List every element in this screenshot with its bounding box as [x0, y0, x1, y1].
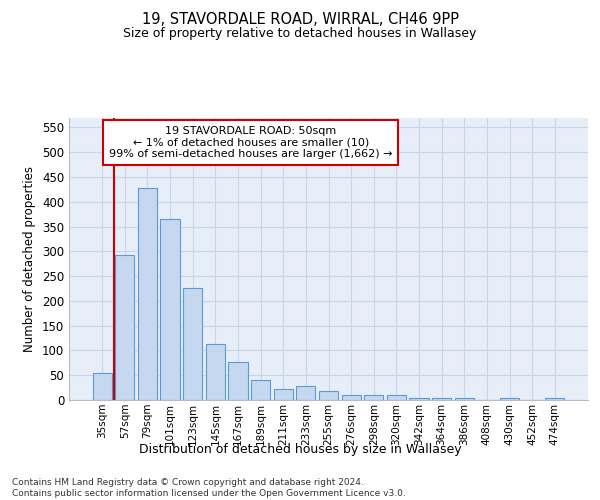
Bar	[92, 372, 112, 400]
Bar	[387, 395, 406, 400]
Bar	[296, 386, 316, 400]
Bar	[545, 398, 565, 400]
Text: Size of property relative to detached houses in Wallasey: Size of property relative to detached ho…	[124, 28, 476, 40]
Bar	[274, 389, 293, 400]
Text: 19, STAVORDALE ROAD, WIRRAL, CH46 9PP: 19, STAVORDALE ROAD, WIRRAL, CH46 9PP	[142, 12, 458, 28]
Bar	[115, 255, 134, 400]
Text: Contains HM Land Registry data © Crown copyright and database right 2024.
Contai: Contains HM Land Registry data © Crown c…	[12, 478, 406, 498]
Bar	[160, 219, 180, 400]
Bar	[183, 288, 202, 400]
Bar	[229, 362, 248, 400]
Y-axis label: Number of detached properties: Number of detached properties	[23, 166, 37, 352]
Bar	[138, 188, 157, 400]
Bar	[500, 398, 519, 400]
Bar	[341, 395, 361, 400]
Bar	[319, 390, 338, 400]
Bar	[455, 398, 474, 400]
Text: Distribution of detached houses by size in Wallasey: Distribution of detached houses by size …	[139, 442, 461, 456]
Text: 19 STAVORDALE ROAD: 50sqm
← 1% of detached houses are smaller (10)
99% of semi-d: 19 STAVORDALE ROAD: 50sqm ← 1% of detach…	[109, 126, 392, 159]
Bar	[364, 395, 383, 400]
Bar	[206, 344, 225, 400]
Bar	[432, 398, 451, 400]
Bar	[409, 398, 428, 400]
Bar	[251, 380, 270, 400]
